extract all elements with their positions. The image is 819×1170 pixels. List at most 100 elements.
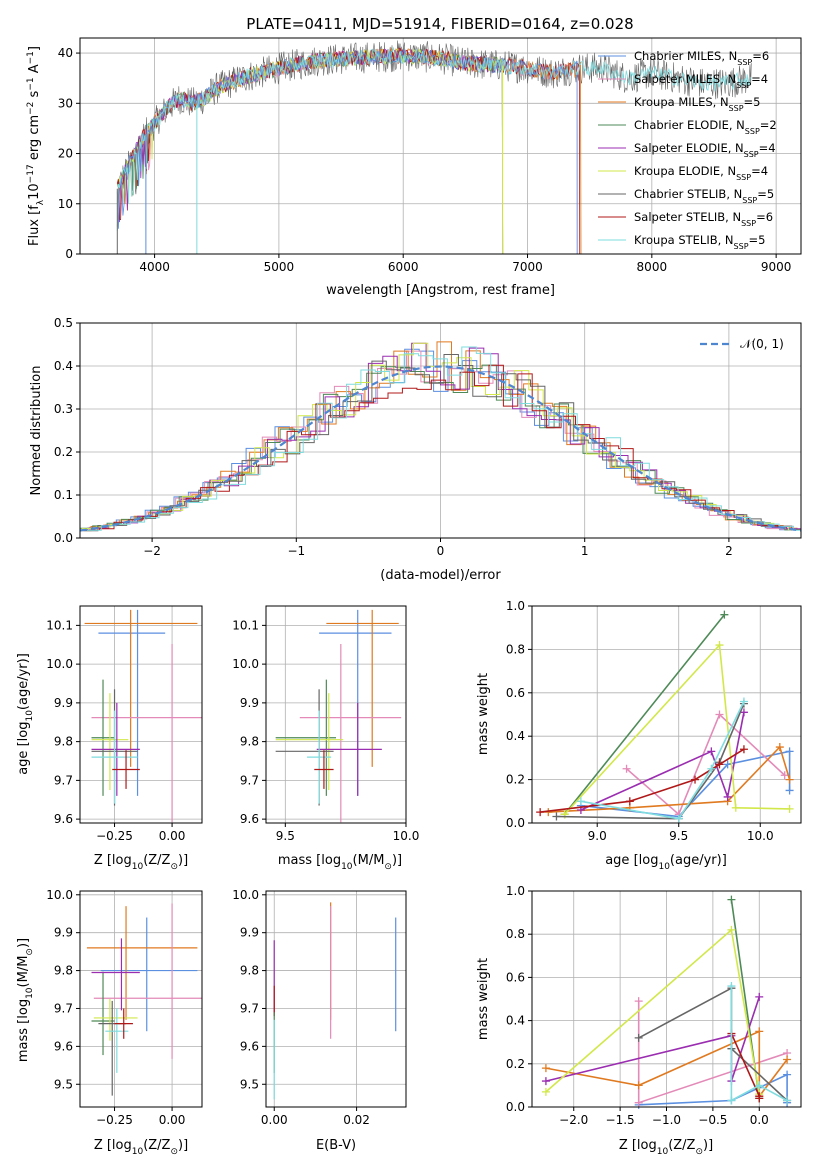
residuals-xtick-label: −2 <box>143 544 161 558</box>
weight-age-ytick-label: 1.0 <box>506 599 525 613</box>
weight-z-point-marker <box>541 1064 550 1073</box>
weight-age-ytick-label: 0.8 <box>506 642 525 656</box>
residuals-xtick-label: 2 <box>725 544 733 558</box>
age-z-ytick-label: 9.7 <box>54 773 73 787</box>
legend-entry: Salpeter MILES, NSSP=4 <box>634 72 768 90</box>
weight-z-point-marker <box>755 1094 764 1103</box>
weight-z-point-marker <box>727 925 736 934</box>
weight-age-point-marker <box>715 641 724 650</box>
residuals-ytick-label: 0.1 <box>54 488 73 502</box>
weight-age-point-marker <box>552 812 561 821</box>
weight-z-point-marker <box>727 895 736 904</box>
age-z-xlabel: Z [log10(Z/Z⊙)] <box>94 853 188 872</box>
residuals-legend: 𝒩(0, 1) <box>700 337 784 351</box>
weight-age-xlabel: age [log10(age/yr)] <box>605 853 727 872</box>
weight-age-point-marker <box>785 775 794 784</box>
weight-z-xtick-label: −0.5 <box>698 1113 727 1127</box>
residuals-frame: −2 −1 0 1 2 0.0 0.1 0.2 0.3 0.4 0.5 <box>54 316 802 558</box>
mass-ebv-ytick-label: 9.8 <box>240 964 259 978</box>
age-z-ytick-label: 9.9 <box>54 696 73 710</box>
spectrum-xlabel: wavelength [Angstrom, rest frame] <box>326 283 555 298</box>
mass-z-xlabel: Z [log10(Z/Z⊙)] <box>94 1138 188 1157</box>
weight-age-point-marker <box>691 775 700 784</box>
weight-z-point-marker <box>727 1096 736 1105</box>
residuals-ytick-label: 0.5 <box>54 316 73 330</box>
mass-z-ytick-label: 9.8 <box>54 964 73 978</box>
weight-age-point-marker <box>674 814 683 823</box>
mass-z-ytick-label: 9.9 <box>54 926 73 940</box>
weight-z-ytick-label: 0.6 <box>506 970 525 984</box>
mass-z-ytick-label: 10.0 <box>46 888 73 902</box>
spectrum-spines <box>79 37 802 255</box>
legend-entry: Salpeter ELODIE, NSSP=4 <box>634 141 776 159</box>
weight-age-point-marker <box>707 747 716 756</box>
weight-age-point-marker <box>625 797 634 806</box>
residuals-ylabel: Normed distribution <box>29 366 44 496</box>
spectrum-line <box>116 47 581 255</box>
weight-age-xtick-label: 9.0 <box>588 829 607 843</box>
histogram-series <box>83 354 801 532</box>
weight-age-xtick-label: 10.0 <box>747 829 774 843</box>
age-mass-ytick-label: 10.1 <box>232 618 259 632</box>
weight-age-point-marker <box>731 803 740 812</box>
weight-z-point-marker <box>755 1081 764 1090</box>
spectrum-ytick-label: 0 <box>65 247 73 261</box>
mass-ebv-frame: 0.00 0.02 9.5 9.6 9.7 9.8 9.9 10.0 <box>232 888 407 1127</box>
residuals-ytick-label: 0.3 <box>54 402 73 416</box>
weight-age-point-marker <box>739 708 748 717</box>
weight-age-series-line <box>626 713 786 816</box>
weight-z-ytick-label: 0.4 <box>506 1014 525 1028</box>
legend-entry: Chabrier MILES, NSSP=6 <box>634 49 769 67</box>
spectrum-line <box>116 48 578 255</box>
mass-z-spines <box>79 890 203 1108</box>
weight-age-frame: 9.0 9.5 10.0 0.0 0.2 0.4 0.6 0.8 1.0 <box>506 599 802 843</box>
mass-ebv-ytick-label: 9.6 <box>240 1039 259 1053</box>
weight-age-point-marker <box>576 797 585 806</box>
weight-z-xtick-label: −2.0 <box>559 1113 588 1127</box>
weight-age-xtick-label: 9.5 <box>669 829 688 843</box>
mass-z-ytick-label: 9.7 <box>54 1001 73 1015</box>
weight-age-series-line <box>563 614 726 815</box>
weight-z-point-marker <box>634 1098 643 1107</box>
weight-z-xtick-label: −1.0 <box>652 1113 681 1127</box>
age-mass-ytick-label: 9.7 <box>240 773 259 787</box>
residuals-xtick-label: 1 <box>581 544 589 558</box>
weight-age-point-marker <box>536 808 545 817</box>
legend-entry: 𝒩(0, 1) <box>740 337 784 351</box>
weight-age-ytick-label: 0.6 <box>506 686 525 700</box>
weight-age-series-line <box>580 701 745 820</box>
residuals-xtick-label: 0 <box>437 544 445 558</box>
age-mass-frame: 9.5 10.0 9.6 9.7 9.8 9.9 10.0 10.1 <box>232 605 419 843</box>
weight-age-ytick-label: 0.4 <box>506 729 525 743</box>
mass-z-plot <box>86 903 202 1096</box>
legend-entry: Kroupa STELIB, NSSP=5 <box>634 233 765 251</box>
weight-age-ytick-label: 0.2 <box>506 773 525 787</box>
weight-age-point-marker <box>715 760 724 769</box>
mass-ebv-ytick-label: 10.0 <box>232 888 259 902</box>
age-mass-ytick-label: 9.8 <box>240 735 259 749</box>
weight-z-point-marker <box>634 1033 643 1042</box>
legend-entry: Chabrier STELIB, NSSP=5 <box>634 187 774 205</box>
weight-z-xlabel: Z [log10(Z/Z⊙)] <box>619 1138 713 1157</box>
spectrum-ytick-label: 30 <box>58 96 73 110</box>
weight-z-point-marker <box>755 992 764 1001</box>
weight-age-point-marker <box>723 792 732 801</box>
weight-age-series-line <box>564 643 790 815</box>
weight-z-point-marker <box>783 1055 792 1064</box>
weight-age-ylabel: mass weight <box>476 673 491 755</box>
spectrum-legend: Chabrier MILES, NSSP=6 Salpeter MILES, NS… <box>598 49 777 251</box>
weight-z-point-marker <box>634 1081 643 1090</box>
weight-z-xtick-label: 0.0 <box>750 1113 769 1127</box>
legend-entry: Kroupa MILES, NSSP=5 <box>634 95 760 113</box>
spectrum-xtick-label: 8000 <box>637 260 668 274</box>
age-mass-ytick-label: 10.0 <box>232 657 259 671</box>
age-z-ytick-label: 9.6 <box>54 812 73 826</box>
weight-age-plot <box>536 610 794 823</box>
age-z-ytick-label: 10.1 <box>46 618 73 632</box>
age-z-xtick-label: 0.00 <box>159 829 186 843</box>
mass-z-ytick-label: 9.5 <box>54 1077 73 1091</box>
weight-age-point-marker <box>715 710 724 719</box>
weight-age-ytick-label: 0.0 <box>506 816 525 830</box>
spectrum-ytick-label: 10 <box>58 197 73 211</box>
weight-age-series-line <box>556 703 745 820</box>
